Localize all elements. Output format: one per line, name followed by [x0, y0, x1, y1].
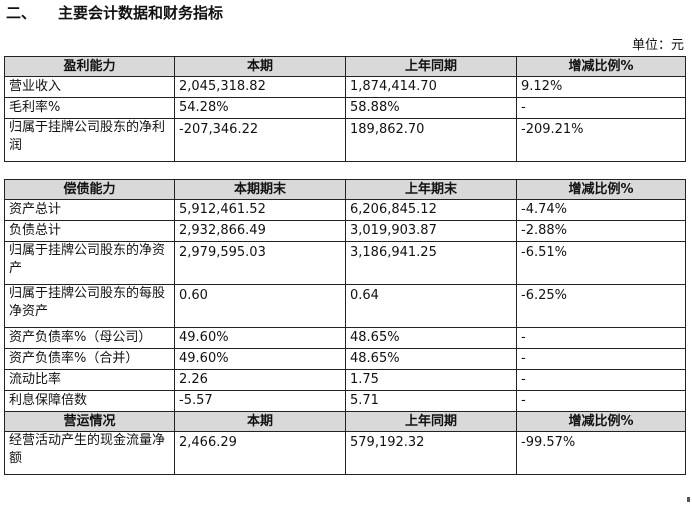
row-label: 归属于挂牌公司股东的净资产: [4, 241, 175, 285]
current-value: 49.60%: [174, 348, 346, 370]
unit-label: 单位：元: [631, 38, 684, 53]
header-cell: 本期: [174, 56, 346, 77]
change-percent: -: [516, 390, 686, 412]
prior-value: 5.71: [345, 390, 517, 412]
header-cell: 上年同期: [345, 411, 517, 432]
current-value: 54.28%: [174, 97, 346, 119]
solvency-table: 偿债能力 本期期末 上年期末 增减比例% 资产总计 5,912,461.52 6…: [4, 179, 686, 475]
section-title: 主要会计数据和财务指标: [58, 4, 224, 22]
prior-value: 1,874,414.70: [345, 76, 517, 98]
table-row: 资产负债率%（母公司） 49.60% 48.65% -: [4, 327, 686, 349]
table-header-row: 偿债能力 本期期末 上年期末 增减比例%: [4, 179, 686, 200]
table-row: 归属于挂牌公司股东的净资产 2,979,595.03 3,186,941.25 …: [4, 241, 686, 285]
prior-value: 0.64: [345, 284, 517, 328]
row-label: 归属于挂牌公司股东的净利润: [4, 118, 175, 162]
header-cell: 偿债能力: [4, 179, 175, 200]
current-value: 2,045,318.82: [174, 76, 346, 98]
table-header-row: 盈利能力 本期 上年同期 增减比例%: [4, 56, 686, 77]
table-row: 经营活动产生的现金流量净额 2,466.29 579,192.32 -99.57…: [4, 431, 686, 475]
header-cell: 上年期末: [345, 179, 517, 200]
table-row: 归属于挂牌公司股东的净利润 -207,346.22 189,862.70 -20…: [4, 118, 686, 162]
current-value: 2,466.29: [174, 431, 346, 475]
row-label: 利息保障倍数: [4, 390, 175, 412]
prior-value: 48.65%: [345, 348, 517, 370]
current-value: 0.60: [174, 284, 346, 328]
change-percent: -6.25%: [516, 284, 686, 328]
change-percent: -6.51%: [516, 241, 686, 285]
row-label: 资产负债率%（母公司）: [4, 327, 175, 349]
row-label: 资产负债率%（合并）: [4, 348, 175, 370]
change-percent: -: [516, 97, 686, 119]
profitability-table: 盈利能力 本期 上年同期 增减比例% 营业收入 2,045,318.82 1,8…: [4, 56, 686, 162]
current-value: 5,912,461.52: [174, 199, 346, 221]
row-label: 负债总计: [4, 220, 175, 242]
change-percent: 9.12%: [516, 76, 686, 98]
table-row: 归属于挂牌公司股东的每股净资产 0.60 0.64 -6.25%: [4, 284, 686, 328]
row-label: 资产总计: [4, 199, 175, 221]
prior-value: 58.88%: [345, 97, 517, 119]
current-value: -5.57: [174, 390, 346, 412]
table-row: 营业收入 2,045,318.82 1,874,414.70 9.12%: [4, 76, 686, 98]
change-percent: -: [516, 348, 686, 370]
table-header-row: 营运情况 本期 上年同期 增减比例%: [4, 411, 686, 432]
prior-value: 3,019,903.87: [345, 220, 517, 242]
change-percent: -: [516, 369, 686, 391]
header-cell: 盈利能力: [4, 56, 175, 77]
prior-value: 1.75: [345, 369, 517, 391]
current-value: 2.26: [174, 369, 346, 391]
table-row: 流动比率 2.26 1.75 -: [4, 369, 686, 391]
section-number: 二、: [6, 4, 37, 22]
change-percent: -99.57%: [516, 431, 686, 475]
row-label: 流动比率: [4, 369, 175, 391]
header-cell: 增减比例%: [516, 411, 686, 432]
row-label: 毛利率%: [4, 97, 175, 119]
table-row: 资产总计 5,912,461.52 6,206,845.12 -4.74%: [4, 199, 686, 221]
prior-value: 6,206,845.12: [345, 199, 517, 221]
header-cell: 增减比例%: [516, 56, 686, 77]
page-edge-mark: [687, 497, 690, 502]
change-percent: -4.74%: [516, 199, 686, 221]
current-value: 2,979,595.03: [174, 241, 346, 285]
header-cell: 本期: [174, 411, 346, 432]
change-percent: -209.21%: [516, 118, 686, 162]
table-row: 利息保障倍数 -5.57 5.71 -: [4, 390, 686, 412]
prior-value: 48.65%: [345, 327, 517, 349]
header-cell: 增减比例%: [516, 179, 686, 200]
table-row: 毛利率% 54.28% 58.88% -: [4, 97, 686, 119]
change-percent: -2.88%: [516, 220, 686, 242]
row-label: 营业收入: [4, 76, 175, 98]
current-value: -207,346.22: [174, 118, 346, 162]
table-row: 资产负债率%（合并） 49.60% 48.65% -: [4, 348, 686, 370]
prior-value: 579,192.32: [345, 431, 517, 475]
prior-value: 3,186,941.25: [345, 241, 517, 285]
row-label: 经营活动产生的现金流量净额: [4, 431, 175, 475]
table-row: 负债总计 2,932,866.49 3,019,903.87 -2.88%: [4, 220, 686, 242]
section-heading: 二、 主要会计数据和财务指标: [6, 2, 223, 23]
header-cell: 上年同期: [345, 56, 517, 77]
row-label: 归属于挂牌公司股东的每股净资产: [4, 284, 175, 328]
current-value: 49.60%: [174, 327, 346, 349]
header-cell: 本期期末: [174, 179, 346, 200]
change-percent: -: [516, 327, 686, 349]
prior-value: 189,862.70: [345, 118, 517, 162]
header-cell: 营运情况: [4, 411, 175, 432]
current-value: 2,932,866.49: [174, 220, 346, 242]
